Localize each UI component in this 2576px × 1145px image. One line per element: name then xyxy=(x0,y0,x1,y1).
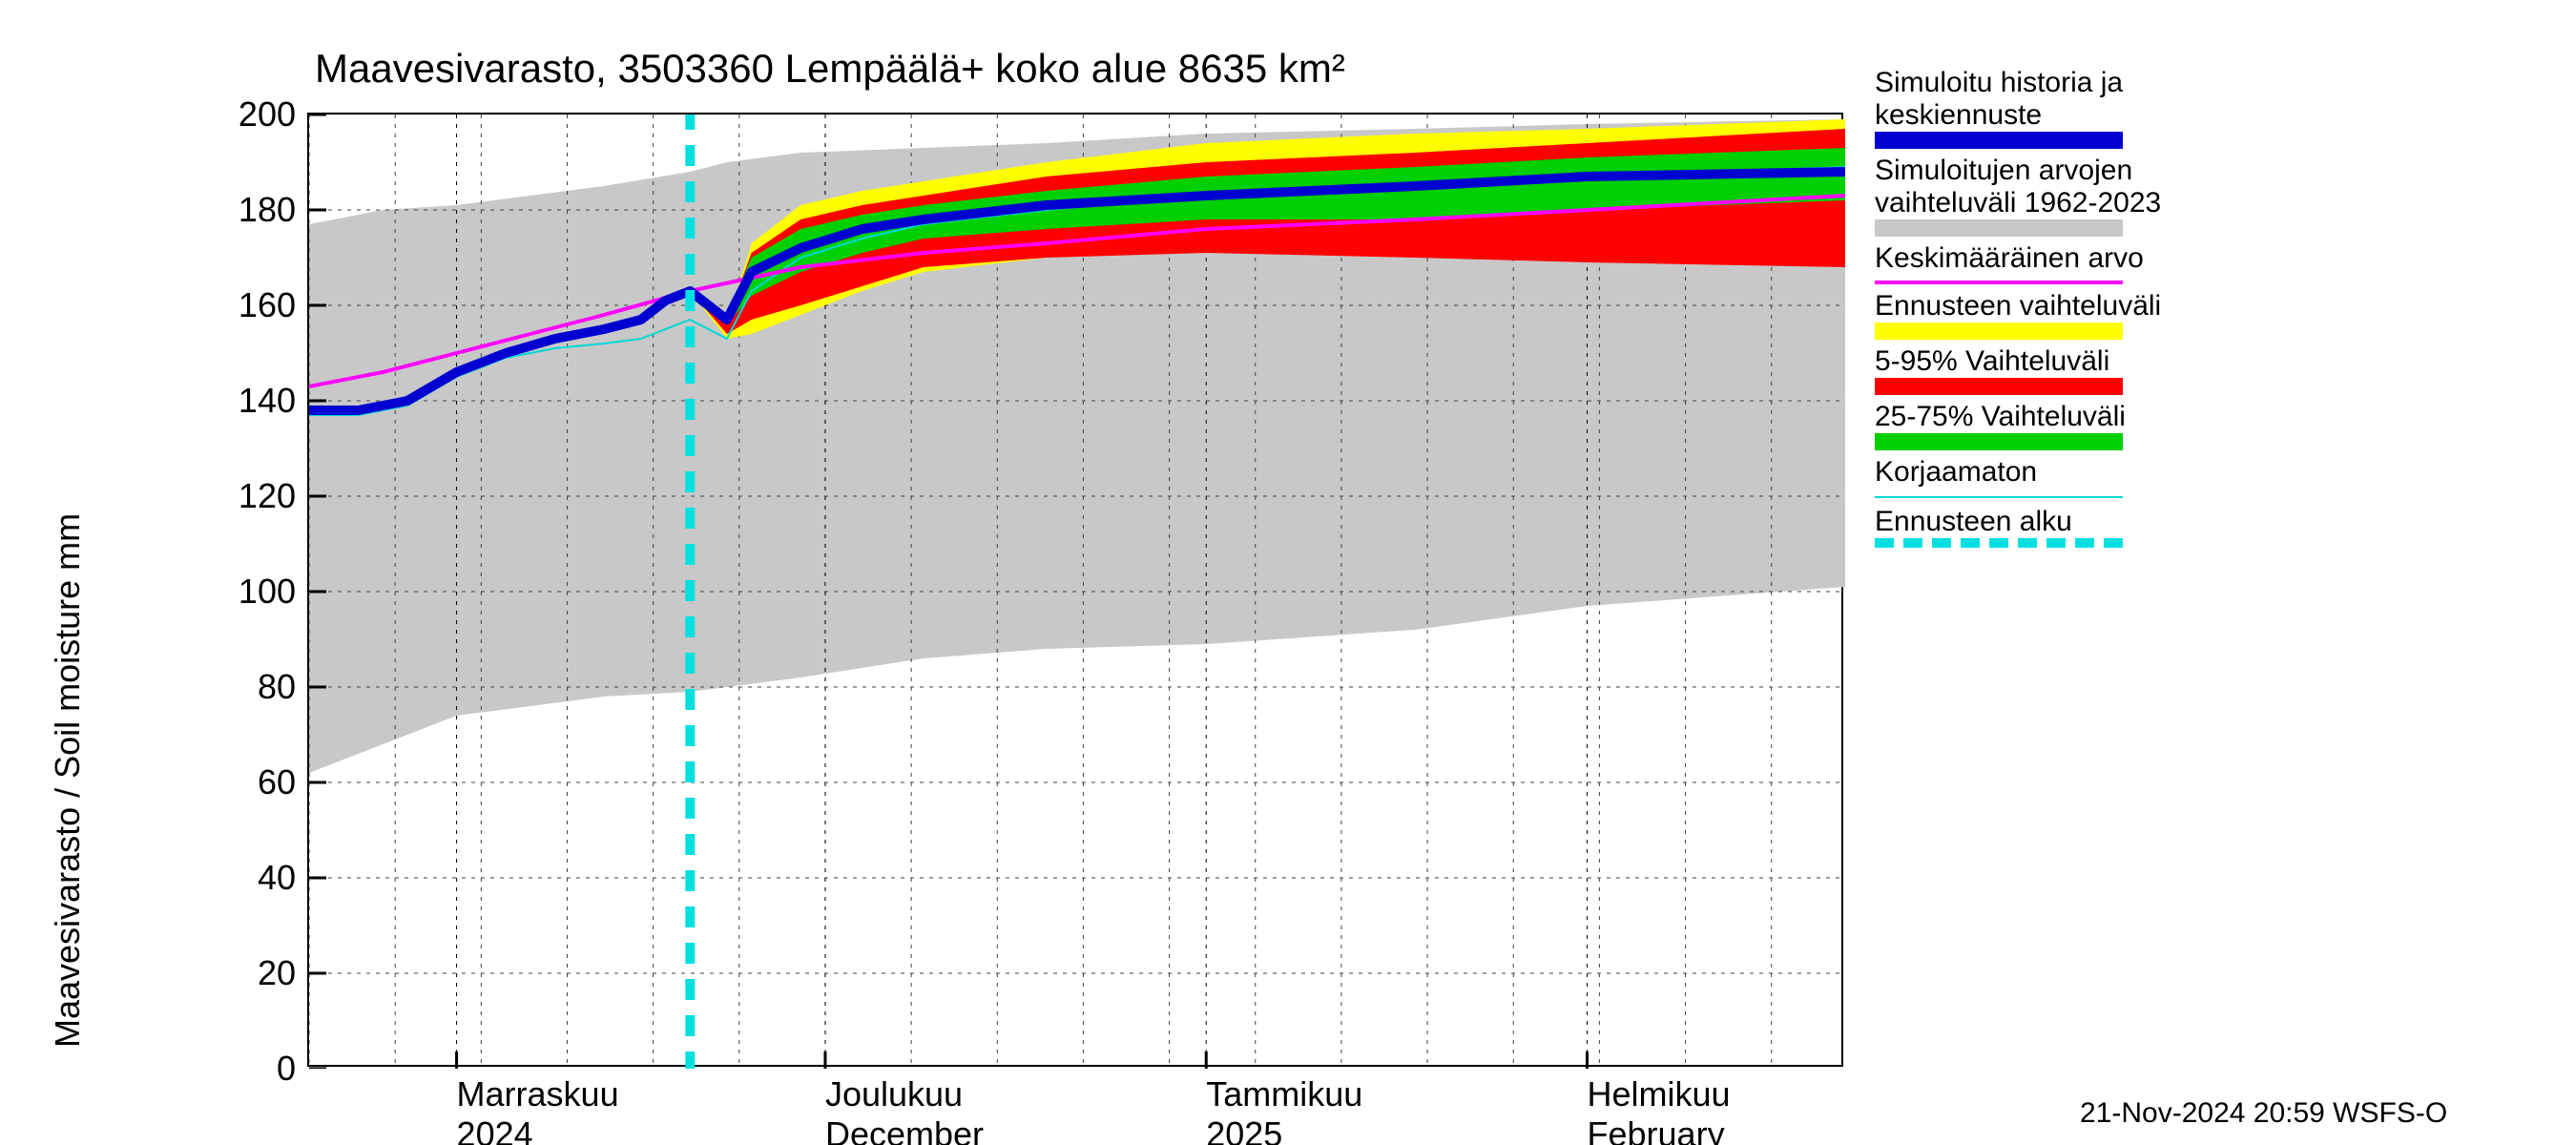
chart-container: 0 20 40 60 80 100 120 140 160 180 200 Marraskuu2024… xyxy=(0,0,2576,1145)
legend-label: 5-95% Vaihteluväli xyxy=(1875,345,2161,378)
legend-entry: Simuloitujen arvojenvaihteluväli 1962-20… xyxy=(1875,155,2161,237)
y-axis-label: Maavesivarasto / Soil moisture mm xyxy=(48,513,88,1048)
legend-label: vaihteluväli 1962-2023 xyxy=(1875,187,2161,219)
y-tick-label: 120 xyxy=(239,476,309,516)
legend-swatch xyxy=(1875,433,2123,450)
legend-swatch xyxy=(1875,496,2123,498)
legend-label: Ennusteen vaihteluväli xyxy=(1875,290,2161,323)
legend-entry: Keskimääräinen arvo xyxy=(1875,242,2161,284)
legend-label: keskiennuste xyxy=(1875,99,2161,132)
legend: Simuloitu historia jakeskiennusteSimuloi… xyxy=(1875,67,2161,553)
legend-label: Ennusteen alku xyxy=(1875,506,2161,538)
legend-entry: Ennusteen alku xyxy=(1875,506,2161,548)
legend-swatch xyxy=(1875,378,2123,395)
y-tick-label: 0 xyxy=(277,1049,309,1089)
legend-label: Simuloitu historia ja xyxy=(1875,67,2161,99)
footer-timestamp: 21-Nov-2024 20:59 WSFS-O xyxy=(2080,1097,2447,1130)
x-month-label: Marraskuu2024 xyxy=(457,1065,619,1145)
y-tick-label: 80 xyxy=(258,667,309,707)
legend-entry: Ennusteen vaihteluväli xyxy=(1875,290,2161,340)
legend-label: Keskimääräinen arvo xyxy=(1875,242,2161,275)
x-month-label: HelmikuuFebruary xyxy=(1588,1065,1731,1145)
legend-swatch xyxy=(1875,219,2123,237)
x-month-label: Tammikuu2025 xyxy=(1206,1065,1362,1145)
legend-entry: Korjaamaton xyxy=(1875,456,2161,498)
y-tick-label: 160 xyxy=(239,285,309,325)
x-month-label: JoulukuuDecember xyxy=(825,1065,984,1145)
legend-entry: Simuloitu historia jakeskiennuste xyxy=(1875,67,2161,149)
y-tick-label: 100 xyxy=(239,572,309,612)
legend-label: 25-75% Vaihteluväli xyxy=(1875,401,2161,433)
legend-swatch xyxy=(1875,281,2123,284)
chart-title: Maavesivarasto, 3503360 Lempäälä+ koko a… xyxy=(315,46,1345,92)
legend-swatch xyxy=(1875,538,2123,548)
legend-label: Simuloitujen arvojen xyxy=(1875,155,2161,187)
legend-label: Korjaamaton xyxy=(1875,456,2161,489)
plot-svg xyxy=(309,114,1845,1069)
y-tick-label: 20 xyxy=(258,953,309,993)
plot-area: 020406080100120140160180200Marraskuu2024… xyxy=(307,113,1843,1067)
legend-entry: 25-75% Vaihteluväli xyxy=(1875,401,2161,450)
y-tick-label: 180 xyxy=(239,190,309,230)
y-tick-label: 200 xyxy=(239,94,309,135)
legend-swatch xyxy=(1875,132,2123,149)
legend-entry: 5-95% Vaihteluväli xyxy=(1875,345,2161,395)
y-tick-label: 40 xyxy=(258,858,309,898)
y-tick-label: 60 xyxy=(258,762,309,802)
legend-swatch xyxy=(1875,323,2123,340)
y-tick-label: 140 xyxy=(239,381,309,421)
